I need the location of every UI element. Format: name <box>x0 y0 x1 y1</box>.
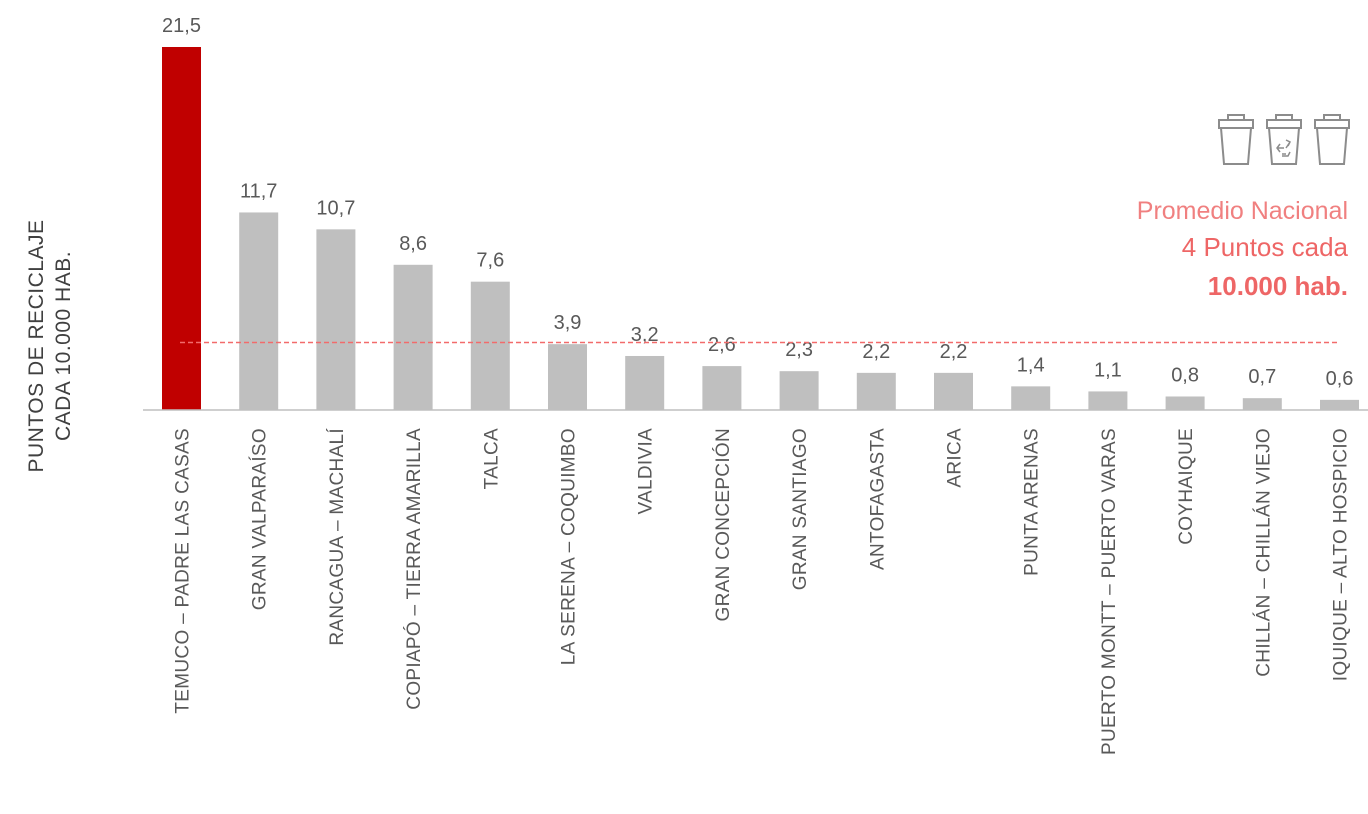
value-label-14: 0,7 <box>1248 366 1276 388</box>
value-label-1: 11,7 <box>240 180 277 202</box>
bar-15 <box>1320 399 1359 410</box>
value-label-10: 2,2 <box>940 341 968 363</box>
bar-2 <box>316 229 356 410</box>
category-label-5: LA SERENA – COQUIMBO <box>559 428 580 665</box>
bar-0 <box>162 47 201 410</box>
value-label-4: 7,6 <box>476 250 504 272</box>
bar-5 <box>548 344 587 410</box>
bar-9 <box>856 372 896 410</box>
value-label-6: 3,2 <box>631 324 659 346</box>
category-label-12: PUERTO MONTT – PUERTO VARAS <box>1099 428 1120 755</box>
value-label-7: 2,6 <box>708 334 736 356</box>
category-label-6: VALDIVIA <box>636 428 657 515</box>
national-average-unit: 10.000 hab. <box>1208 271 1348 301</box>
bar-4 <box>470 281 510 410</box>
category-label-1: GRAN VALPARAÍSO <box>250 428 271 610</box>
value-label-3: 8,6 <box>399 233 427 255</box>
value-label-13: 0,8 <box>1171 364 1199 386</box>
category-label-11: PUNTA ARENAS <box>1022 428 1043 576</box>
recycling-bins-icon <box>1218 114 1350 165</box>
bars-group <box>162 47 1359 410</box>
bar-13 <box>1165 396 1205 410</box>
value-label-2: 10,7 <box>316 197 355 219</box>
bar-11 <box>1011 386 1051 410</box>
bar-6 <box>625 355 665 410</box>
national-average-value: 4 Puntos cada <box>1182 232 1349 262</box>
category-label-0: TEMUCO – PADRE LAS CASAS <box>173 428 194 714</box>
y-axis-label-line2: CADA 10.000 HAB. <box>52 251 75 441</box>
value-label-5: 3,9 <box>554 312 582 334</box>
bar-7 <box>702 366 742 410</box>
value-label-12: 1,1 <box>1094 359 1122 381</box>
bar-14 <box>1242 398 1282 410</box>
category-label-2: RANCAGUA – MACHALÍ <box>327 428 348 646</box>
category-label-9: ANTOFAGASTA <box>867 428 888 570</box>
bar-3 <box>393 264 433 410</box>
value-label-9: 2,2 <box>862 341 890 363</box>
category-label-15: IQUIQUE – ALTO HOSPICIO <box>1331 428 1352 681</box>
value-label-8: 2,3 <box>785 339 813 361</box>
category-label-4: TALCA <box>481 428 502 489</box>
category-label-14: CHILLÁN – CHILLÁN VIEJO <box>1253 428 1274 677</box>
value-label-11: 1,4 <box>1017 354 1045 376</box>
y-axis-label-line1: PUNTOS DE RECICLAJE <box>25 220 48 473</box>
value-label-0: 21,5 <box>162 15 201 37</box>
category-label-7: GRAN CONCEPCIÓN <box>712 428 734 621</box>
category-label-10: ARICA <box>945 428 966 488</box>
bar-12 <box>1088 391 1128 410</box>
category-label-13: COYHAIQUE <box>1176 428 1197 545</box>
category-label-3: COPIAPÓ – TIERRA AMARILLA <box>403 428 425 710</box>
bar-1 <box>239 212 279 410</box>
national-average-title: Promedio Nacional <box>1137 197 1348 225</box>
value-label-15: 0,6 <box>1326 368 1354 390</box>
bar-10 <box>934 372 973 410</box>
category-label-8: GRAN SANTIAGO <box>790 428 811 590</box>
category-labels-group: TEMUCO – PADRE LAS CASAS GRAN VALPARAÍSO R… <box>173 428 1352 755</box>
bar-8 <box>779 371 819 410</box>
value-labels-group: 21,5 11,7 10,7 8,6 7,6 3,9 3,2 2,6 2,3 2,2 2,2 1,4 1… <box>162 15 1353 390</box>
